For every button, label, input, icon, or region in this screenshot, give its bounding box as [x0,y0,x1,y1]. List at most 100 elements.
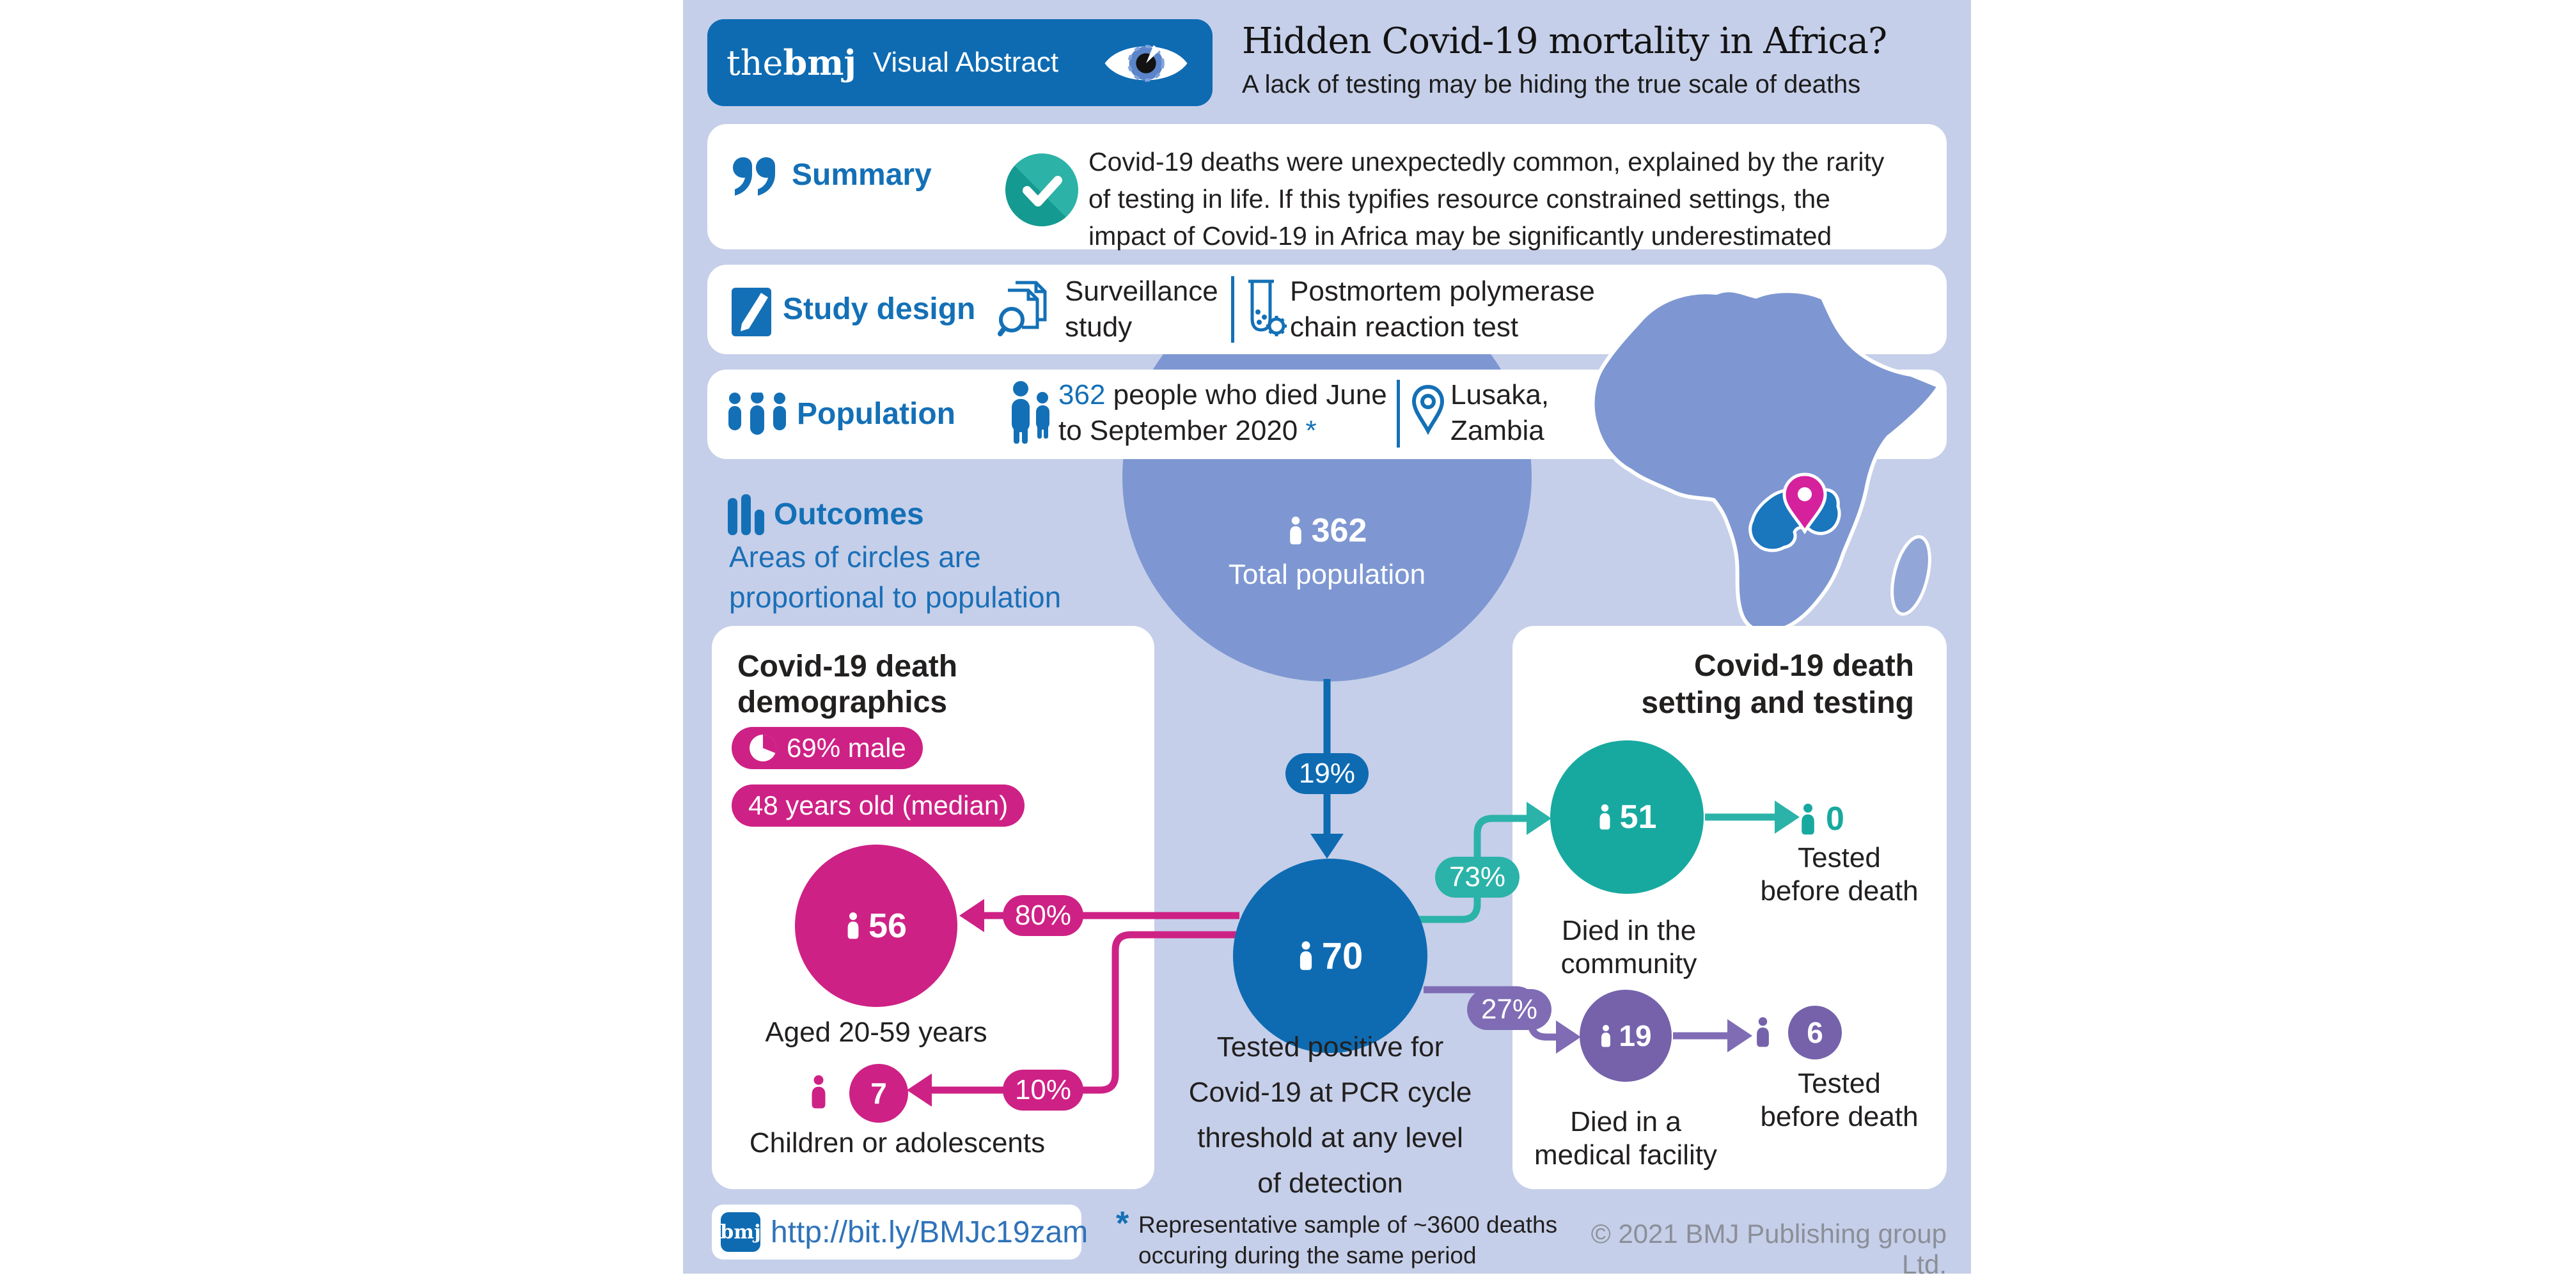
eye-icon [1101,36,1191,91]
location-line: Zambia [1450,415,1544,446]
location-line: Lusaka, [1450,379,1550,410]
person-icon [1300,941,1312,971]
outcomes-note-line: Areas of circles are [729,540,981,574]
summary-line: of testing in life. If this typifies res… [1088,184,1830,214]
population-line2-text: to September 2020 [1058,415,1306,446]
check-icon [1005,153,1078,226]
person-icon [809,1075,828,1109]
age-badge: 48 years old (median) [732,784,1025,827]
bmj-footer-logo: bmj [720,1212,761,1252]
demographics-heading-line: demographics [737,685,948,719]
community-label-line: community [1560,948,1697,980]
setting-heading-line: Covid-19 death [1693,649,1914,683]
person-icon [847,912,859,939]
copyright: © 2021 BMJ Publishing group Ltd. [1590,1219,1947,1279]
location-text: Lusaka, Zambia [1450,377,1549,449]
footnote-asterisk: * [1116,1205,1129,1242]
outcomes-note: Areas of circles are proportional to pop… [729,537,1061,618]
tested-label-line: before death [1760,1101,1919,1132]
facility-tested-circle: 6 [1788,1006,1842,1059]
setting-panel: Covid-19 death setting and testing 51 Di… [1512,626,1947,1189]
bmj-logo: thebmj [726,42,856,83]
positive-circle: 70 [1233,859,1427,1053]
community-tested-label: Tested before death [1743,841,1935,908]
pencil-icon [732,281,771,336]
bmj-logo-bmj: bmj [783,42,856,83]
tested-label-line: Tested [1798,842,1881,873]
positive-label-line: threshold at any level [1197,1122,1463,1153]
population-count: 362 [1058,379,1106,410]
study-test-line: chain reaction test [1290,311,1519,343]
community-circle-value: 51 [1619,799,1657,836]
bar-chart-icon [728,494,765,535]
pie-icon [750,735,777,761]
population-asterisk: * [1305,415,1317,446]
children-circle: 7 [849,1064,908,1123]
positive-label-line: Covid-19 at PCR cycle [1188,1077,1472,1108]
surveillance-icon [996,280,1050,339]
bmj-header-bar: thebmj Visual Abstract [707,19,1213,106]
community-tested-value: 0 [1799,800,1844,838]
study-test-text: Postmortem polymerase chain reaction tes… [1290,274,1595,345]
population-line1-rest: people who died June [1105,379,1387,410]
link-pill[interactable]: bmj http://bit.ly/BMJc19zam [712,1205,1088,1260]
pct-positive-pill: 19% [1285,753,1369,794]
children-circle-value: 7 [870,1077,887,1110]
age-badge-label: 48 years old (median) [748,790,1009,820]
aged-circle-value: 56 [868,907,907,945]
person-icon [1802,803,1814,834]
footnote-line: occuring during the same period [1138,1242,1477,1268]
population-label: Population [797,397,955,431]
community-label: Died in the community [1533,914,1725,981]
population-line1: 362 people who died June [1058,377,1387,413]
footer-link[interactable]: http://bit.ly/BMJc19zam [771,1215,1088,1249]
study-test-line: Postmortem polymerase [1290,276,1595,307]
study-type-line: study [1065,311,1133,343]
demographics-panel: Covid-19 death demographics 69% male 48 … [712,626,1154,1189]
summary-panel: Summary Covid-19 deaths were unexpectedl… [707,124,1947,251]
facility-circle: 19 [1580,990,1672,1082]
person-icon [1601,1024,1611,1047]
person-icon [1754,1017,1771,1047]
positive-label-line: Tested positive for [1216,1031,1444,1063]
location-pin-icon [1411,384,1445,436]
pcr-test-icon [1245,279,1288,340]
two-person-icon [1008,381,1053,445]
person-icon [1599,804,1610,830]
community-tested-number: 0 [1826,800,1844,838]
facility-circle-value: 19 [1619,1019,1652,1052]
facility-label-line: Died in a [1570,1106,1681,1137]
people-icon [725,393,789,437]
madagascar [1890,535,1931,616]
population-panel: Population 362 people who died June to S… [707,370,1947,459]
facility-label: Died in a medical facility [1530,1105,1722,1172]
study-design-panel: Study design Surveillance study [707,265,1947,354]
footnote: Representative sample of ~3600 deaths oc… [1138,1210,1557,1271]
pct-community-pill: 73% [1435,857,1520,898]
positive-label-line: of detection [1257,1167,1403,1199]
study-type-text: Surveillance study [1065,274,1218,345]
summary-line: Covid-19 deaths were unexpectedly common… [1088,147,1885,176]
map-pin-icon [1782,472,1827,535]
setting-heading-line: setting and testing [1641,686,1914,720]
study-type-line: Surveillance [1065,276,1218,307]
total-label: Total population [1228,559,1426,590]
community-circle: 51 [1550,740,1704,894]
zambia-region [1748,480,1841,552]
page-title: Hidden Covid-19 mortality in Africa? [1242,20,1887,62]
summary-line: impact of Covid-19 in Africa may be sign… [1088,221,1832,251]
male-badge: 69% male [732,727,923,769]
page-subtitle: A lack of testing may be hiding the true… [1242,70,1861,98]
tested-label-line: before death [1760,875,1919,907]
outcomes-note-line: proportional to population [729,581,1062,614]
facility-tested-number: 6 [1807,1016,1823,1049]
male-badge-label: 69% male [787,733,906,763]
summary-label: Summary [792,158,932,192]
facility-label-line: medical facility [1534,1139,1718,1171]
aged-label: Aged 20-59 years [765,1017,987,1048]
population-line2: to September 2020 * [1058,413,1387,449]
pct-adult-pill: 80% [1003,895,1083,936]
positive-circle-value: 70 [1321,935,1363,977]
pct-facility-pill: 27% [1467,989,1551,1030]
population-divider [1397,380,1400,448]
